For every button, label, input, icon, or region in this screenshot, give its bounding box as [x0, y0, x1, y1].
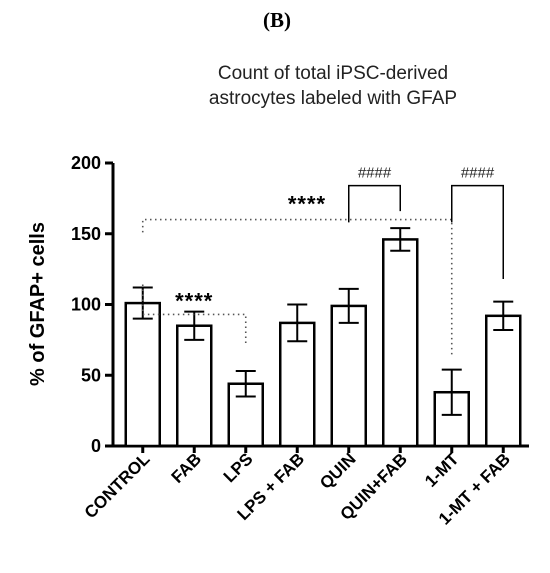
bar-quin: [330, 304, 367, 448]
x-tick-label: LPS: [220, 449, 257, 486]
significance-line-control-1mt: [141, 218, 453, 358]
x-tick-label: 1-MT: [421, 449, 463, 491]
significance-hashes: ####: [358, 165, 392, 182]
y-tick-label: 50: [81, 365, 101, 385]
bar-quin-fab: [382, 238, 419, 448]
significance-stars: ****: [175, 288, 213, 313]
chart-title-line-2: astrocytes labeled with GFAP: [209, 88, 457, 109]
y-tick-label: 200: [71, 153, 101, 173]
y-tick-label: 0: [91, 436, 101, 456]
bar-1-mt-fab: [485, 314, 522, 448]
bar-control: [124, 301, 161, 448]
significance-line-control-lps: [141, 284, 247, 347]
x-tick-label: FAB: [168, 449, 205, 486]
significance-bracket-1mt: [451, 184, 504, 280]
bar-lps-fab: [279, 321, 316, 448]
chart-title-line-1: Count of total iPSC-derived: [218, 63, 448, 84]
x-tick-label: QUIN: [316, 449, 359, 492]
y-axis-label: % of GFAP+ cells: [27, 222, 49, 386]
significance-bracket-quin: [348, 184, 401, 223]
y-tick-label: 150: [71, 224, 101, 244]
y-tick-label: 100: [71, 295, 101, 315]
significance-hashes: ####: [461, 165, 495, 182]
x-tick-label: CONTROL: [81, 449, 154, 522]
bar-fab: [176, 324, 213, 448]
panel-label: (B): [263, 8, 291, 32]
significance-stars: ****: [288, 192, 326, 217]
